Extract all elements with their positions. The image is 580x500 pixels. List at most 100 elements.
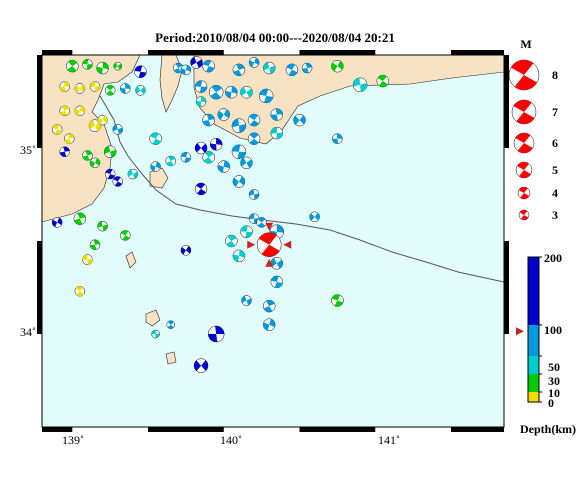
magnitude-3-label: 3 [552,208,558,222]
earthquake-symbol [285,63,299,77]
frame-bar-bottom [450,427,504,432]
earthquake-symbol [104,85,116,96]
depth-color-band [528,374,539,392]
earthquake-symbol [190,56,203,69]
earthquake-symbol [331,59,344,73]
earthquake-symbol [194,80,208,93]
earthquake-symbol [166,320,176,329]
lon-label-141: 141˚ [378,433,400,447]
earthquake-symbol [209,138,223,151]
earthquake-symbol [193,358,209,373]
depth-color-band [528,257,539,325]
earthquake-symbols [51,56,390,373]
earthquake-symbol [352,77,368,93]
lon-label-140: 140˚ [220,433,242,447]
main-event-marker [265,222,274,231]
depth-scale-outline [527,256,540,403]
earthquake-symbol [82,254,93,265]
earthquake-symbol [247,113,261,127]
earthquake-symbol [247,132,261,145]
earthquake-symbol [59,81,70,92]
earthquake-symbol [113,61,122,71]
frame-bar-top [299,50,376,55]
depth-label-100: 100 [544,323,562,337]
earthquake-symbol [120,230,131,241]
earthquake-symbol [240,225,253,238]
magnitude-legend-beachball [513,132,535,154]
depth-label-30: 30 [548,374,560,388]
earthquake-symbol [150,161,161,172]
magnitude-legend-beachball [508,59,540,91]
earthquake-symbol [232,249,246,263]
depth-scale-ticks [539,256,542,403]
earthquake-symbol [207,325,225,343]
earthquake-symbol [217,160,231,173]
earthquake-symbol [165,155,177,167]
magnitude-legend-title: M [520,37,531,51]
depth-color-band [528,325,539,356]
earthquake-symbol [180,64,192,76]
earthquake-symbol [64,133,75,144]
earthquake-symbol [59,105,70,117]
magnitude-8-label: 8 [552,68,558,82]
land-areas [42,55,504,365]
magnitude-5-symbol: 5 [515,161,558,179]
earthquake-symbol [270,108,284,121]
magnitude-7-label: 7 [552,105,558,119]
earthquake-symbol [262,61,276,75]
main-earthquake-symbol [256,232,282,257]
sagami-trench-line [99,95,504,283]
depth-label-10: 10 [548,386,560,400]
earthquake-symbol [73,212,87,225]
earthquake-symbol [270,275,284,289]
earthquake-symbol [248,57,260,68]
earthquake-symbol [376,74,390,88]
lat-label-34: 34˚ [20,325,36,339]
frame-bar-left [37,55,42,148]
magnitude-8-symbol: 8 [508,59,558,91]
earthquake-symbol [248,189,260,200]
frame-bar-right [504,241,509,334]
earthquake-symbol [96,61,109,75]
earthquake-symbol [194,182,208,196]
earthquake-symbol [74,105,86,117]
earthquake-symbol [240,85,253,99]
depth-label-0: 0 [548,396,554,410]
earthquake-symbol [194,141,208,155]
earthquake-symbol [97,220,108,232]
earthquake-symbol [104,168,116,180]
earthquake-symbol [82,150,93,161]
earthquake-symbol [225,85,238,99]
earthquake-symbol [258,88,274,104]
earthquake-symbol [202,151,215,164]
earthquake-symbol [88,119,102,132]
earthquake-symbol [59,146,70,157]
frame-bar-top [42,50,73,55]
earthquake-symbol [208,84,224,100]
main-event-marker [247,240,256,249]
main-event-marker [283,240,292,249]
magnitude-legend-beachball [515,161,533,179]
earthquake-symbol [180,245,192,256]
earthquake-symbol [135,85,146,96]
earthquake-symbol [332,133,343,144]
frame-bar-bottom [299,427,376,432]
magnitude-legend-beachball [511,99,537,125]
lon-label-139: 139˚ [62,433,84,447]
earthquake-symbol [262,318,276,331]
earthquake-symbol [112,124,123,135]
earthquake-symbol [217,108,231,121]
earthquake-symbol [256,217,267,228]
magnitude-legend: M 8 7 6 5 4 3 [508,37,558,222]
earthquake-symbol [89,157,101,169]
magnitude-4-label: 4 [552,186,558,200]
miyakejima-island [145,309,161,327]
earthquake-symbol [74,285,86,297]
earthquake-symbol [66,59,79,73]
depth-marker-arrow [516,327,524,336]
magnitude-3-symbol: 3 [518,208,558,222]
earthquake-symbol [202,59,215,73]
earthquake-symbol [231,144,247,159]
earthquake-symbol [51,217,63,228]
